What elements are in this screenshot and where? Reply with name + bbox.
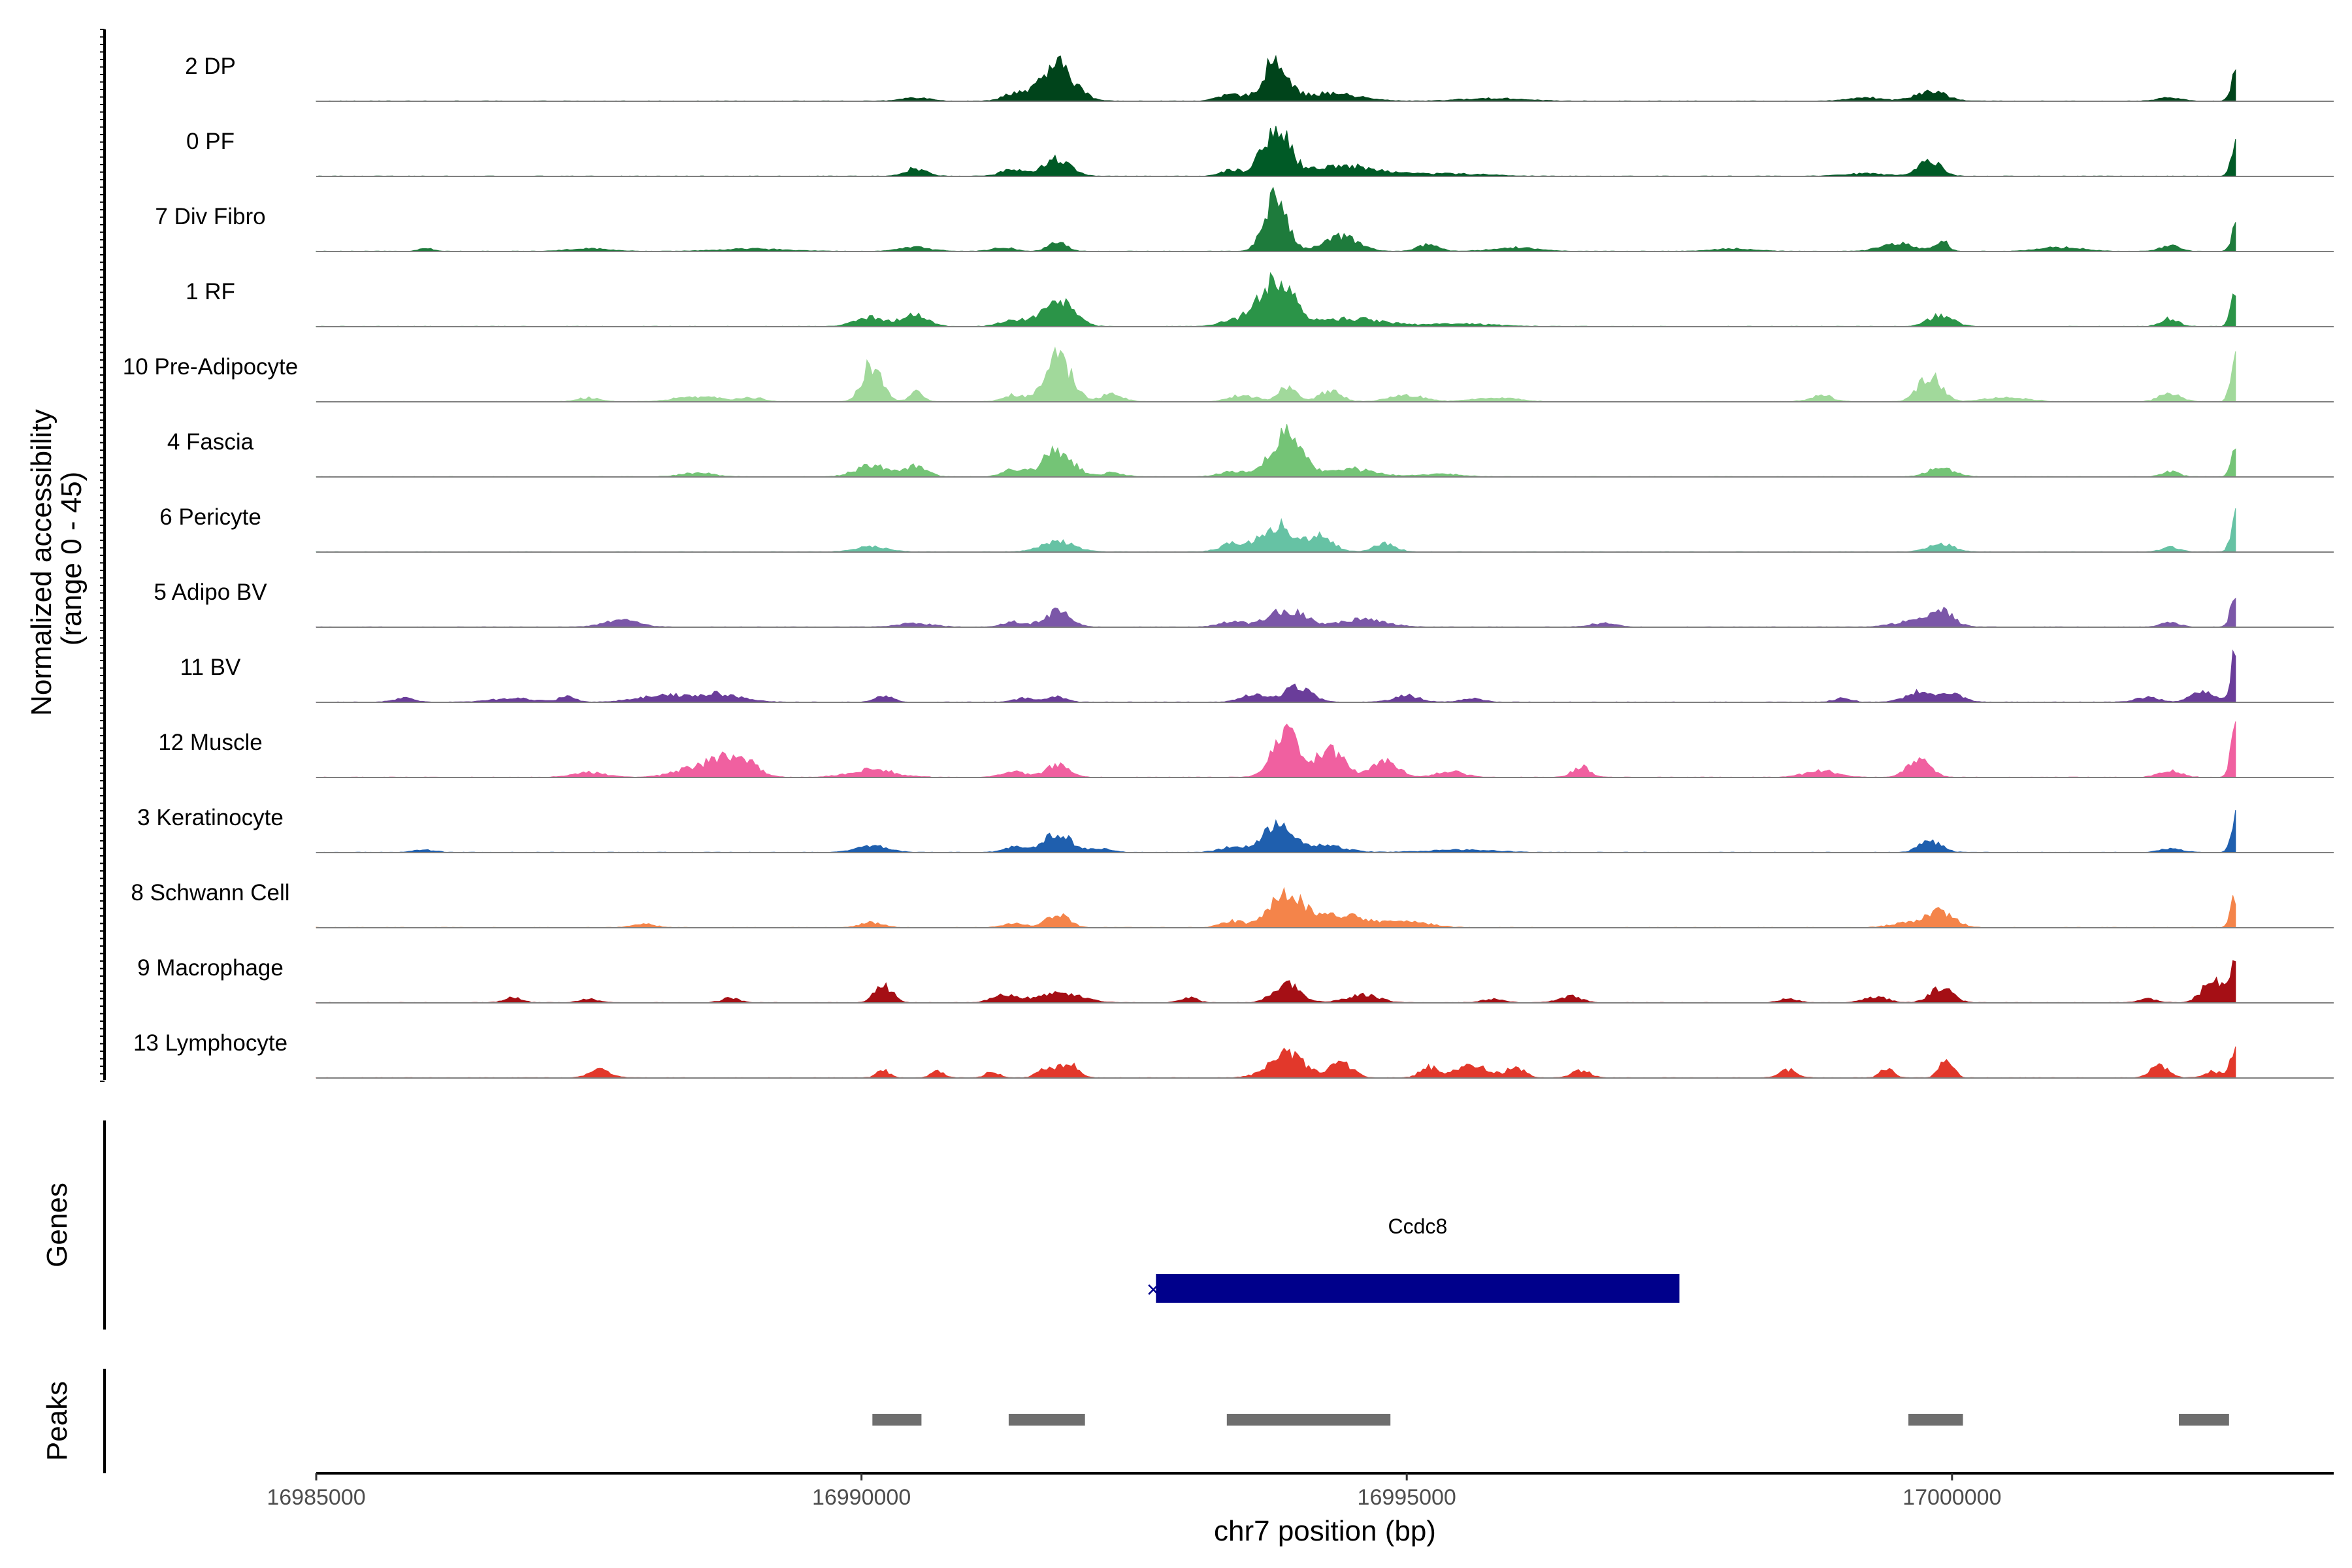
track-label: 7 Div Fibro — [155, 204, 265, 229]
track-label: 1 RF — [186, 279, 235, 304]
track-label: 12 Muscle — [158, 730, 263, 755]
track-coverage-area — [316, 346, 2236, 402]
track-coverage-area — [316, 721, 2236, 778]
track-coverage-area — [316, 597, 2236, 628]
track-9: 11 BV — [180, 649, 2334, 703]
track-coverage-area — [316, 809, 2236, 853]
track-8: 5 Adipo BV — [154, 580, 2334, 628]
x-axis-ticks: 16985000 16990000 16995000 17000000 — [267, 1473, 2001, 1510]
track-coverage-area — [316, 272, 2236, 327]
track-label: 8 Schwann Cell — [131, 880, 289, 906]
track-coverage-area — [316, 54, 2236, 102]
peak-region — [1008, 1414, 1085, 1426]
peak-region — [2179, 1414, 2229, 1426]
track-label: 10 Pre-Adipocyte — [123, 354, 298, 380]
track-5: 10 Pre-Adipocyte — [123, 346, 2334, 402]
track-7: 6 Pericyte — [159, 504, 2334, 553]
track-10: 12 Muscle — [158, 721, 2334, 778]
track-14: 13 Lymphocyte — [133, 1030, 2334, 1079]
gene-tss-marker: × — [1147, 1276, 1160, 1303]
track-1: 2 DP — [185, 54, 2334, 102]
track-coverage-area — [316, 424, 2236, 478]
track-coverage-area — [316, 887, 2236, 928]
track-label: 2 DP — [185, 54, 236, 79]
track-coverage-area — [316, 649, 2236, 703]
peak-region — [1226, 1414, 1391, 1426]
track-13: 9 Macrophage — [137, 955, 2334, 1004]
y-axis-title: Normalized accessibility (range 0 - 45) — [25, 401, 88, 716]
peak-regions — [872, 1414, 2229, 1426]
x-axis-title: chr7 position (bp) — [1214, 1515, 1436, 1547]
x-tick-label: 16995000 — [1358, 1485, 1456, 1510]
track-coverage-area — [316, 960, 2236, 1004]
peak-region — [872, 1414, 922, 1426]
coverage-y-ticks — [100, 29, 105, 1082]
track-label: 5 Adipo BV — [154, 580, 267, 605]
genes-panel-label: Genes — [41, 1183, 73, 1267]
track-label: 11 BV — [180, 655, 241, 680]
track-coverage-area — [316, 508, 2236, 553]
track-3: 7 Div Fibro — [155, 186, 2334, 252]
track-12: 8 Schwann Cell — [131, 880, 2334, 928]
coverage-tracks: 2 DP 0 PF 7 Div Fibro 1 RF 10 Pre-Adipocyte 4… — [123, 54, 2334, 1079]
x-tick-label: 16985000 — [267, 1485, 365, 1510]
track-2: 0 PF — [186, 125, 2334, 177]
track-label: 13 Lymphocyte — [133, 1030, 287, 1056]
track-label: 0 PF — [186, 129, 235, 154]
peaks-panel-label: Peaks — [41, 1381, 73, 1461]
track-label: 9 Macrophage — [137, 955, 284, 981]
gene-body-ccdc8 — [1156, 1274, 1680, 1303]
peak-region — [1908, 1414, 1963, 1426]
track-label: 3 Keratinocyte — [137, 805, 284, 830]
track-label: 6 Pericyte — [159, 504, 261, 530]
track-coverage-area — [316, 125, 2236, 177]
y-axis-title-line1: Normalized accessibility — [25, 409, 57, 715]
y-axis-title-line2: (range 0 - 45) — [56, 472, 88, 646]
gene-label-ccdc8: Ccdc8 — [1388, 1215, 1448, 1238]
track-6: 4 Fascia — [167, 424, 2334, 478]
track-coverage-area — [316, 1046, 2236, 1079]
x-tick-label: 16990000 — [812, 1485, 911, 1510]
track-4: 1 RF — [186, 272, 2334, 327]
gene-track: Ccdc8 × — [1147, 1215, 1680, 1303]
track-label: 4 Fascia — [167, 429, 254, 455]
track-11: 3 Keratinocyte — [137, 805, 2334, 853]
track-coverage-area — [316, 186, 2236, 252]
x-tick-label: 17000000 — [1903, 1485, 2001, 1510]
